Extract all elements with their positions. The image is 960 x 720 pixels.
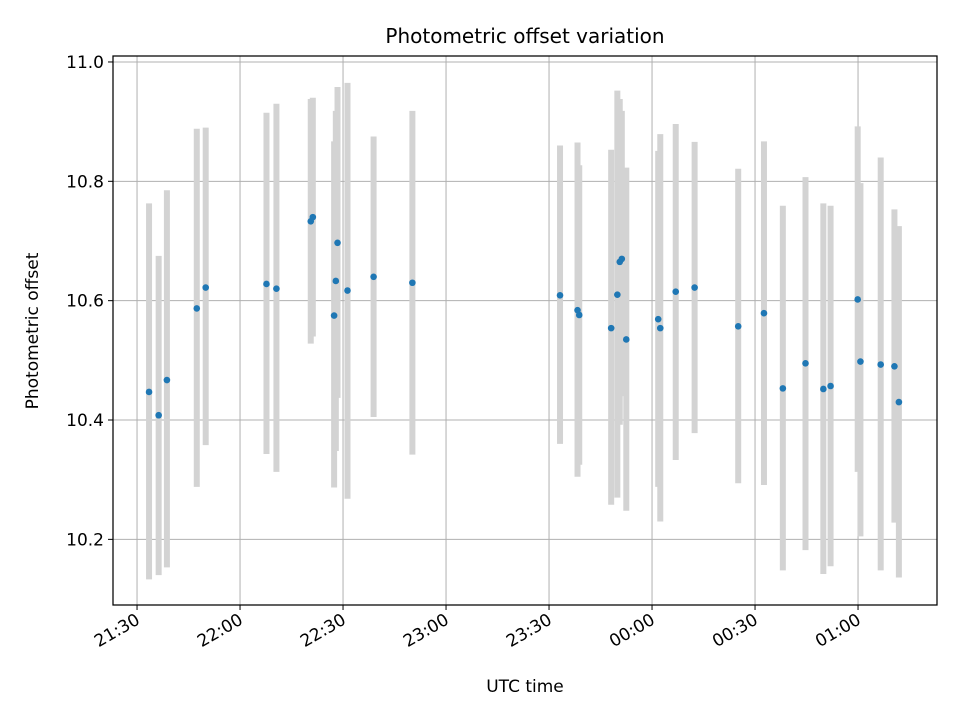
data-point — [614, 291, 621, 298]
data-point — [734, 323, 742, 330]
x-axis-label: UTC time — [486, 677, 564, 697]
data-point — [607, 324, 615, 332]
data-point — [163, 376, 171, 384]
data-point — [877, 361, 884, 368]
data-point — [656, 324, 664, 332]
y-tick-label: 10.6 — [66, 292, 104, 312]
data-point — [334, 239, 341, 247]
data-point — [827, 382, 834, 390]
data-point — [802, 360, 809, 367]
data-point — [202, 284, 209, 291]
data-point — [145, 388, 153, 396]
data-point — [857, 358, 864, 365]
data-point — [854, 296, 861, 303]
grid-lines — [113, 56, 937, 605]
y-axis-ticks: 10.2 10.4 10.6 10.8 11.0 — [66, 53, 113, 550]
data-point — [155, 411, 162, 419]
data-point — [263, 280, 270, 288]
data-point — [332, 277, 340, 285]
y-axis-label: Photometric offset — [23, 252, 43, 409]
data-point — [691, 284, 698, 291]
y-tick-label: 10.4 — [66, 411, 104, 431]
data-point — [622, 336, 630, 343]
data-point — [409, 279, 416, 287]
data-point — [654, 315, 662, 323]
data-points — [145, 213, 903, 419]
data-point — [895, 398, 903, 406]
y-tick-label: 11.0 — [66, 53, 104, 73]
y-tick-label: 10.2 — [66, 530, 104, 550]
data-point — [193, 305, 201, 312]
data-point — [556, 291, 564, 299]
y-tick-label: 10.8 — [66, 172, 104, 192]
data-point — [760, 309, 768, 317]
chart-title: Photometric offset variation — [385, 24, 664, 48]
data-point — [618, 255, 626, 263]
data-point — [779, 385, 787, 392]
data-point — [273, 285, 280, 293]
plot-frame — [112, 55, 938, 606]
data-point — [820, 385, 827, 393]
data-point — [344, 287, 351, 294]
data-point — [575, 311, 583, 319]
data-point — [672, 288, 680, 296]
data-point — [330, 312, 338, 319]
data-point — [891, 363, 898, 370]
data-point — [370, 273, 377, 281]
data-point — [309, 213, 317, 221]
